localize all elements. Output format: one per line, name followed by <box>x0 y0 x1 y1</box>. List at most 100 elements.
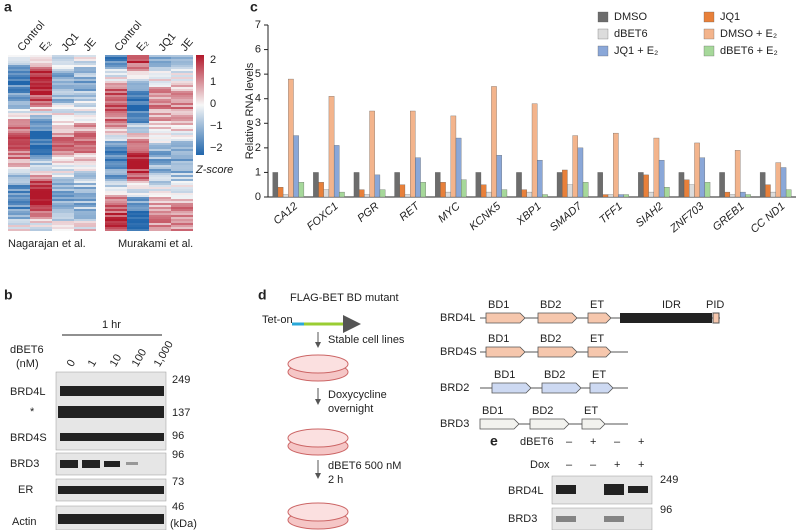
heatmap-cell <box>52 205 74 207</box>
colorbar-label: Z-score <box>195 164 233 176</box>
heatmap-cell <box>74 223 96 225</box>
heatmap-cell <box>127 71 149 73</box>
heatmap-cell <box>171 167 193 169</box>
heatmap-cell <box>105 213 127 215</box>
heatmap-cell <box>52 55 74 57</box>
heatmap-cell <box>74 67 96 69</box>
heatmap-cell <box>52 211 74 213</box>
heatmap-cell <box>149 127 171 129</box>
pid <box>712 312 720 324</box>
heatmap-cell <box>30 209 52 211</box>
heatmap-cell <box>30 117 52 119</box>
heatmap-cell <box>149 109 171 111</box>
heatmap-cell <box>149 189 171 191</box>
heatmap-cell <box>149 117 171 119</box>
heatmap-cell <box>127 175 149 177</box>
heatmap-cell <box>30 133 52 135</box>
x-tick-label: ZNF703 <box>667 200 707 236</box>
heatmap-cell <box>149 93 171 95</box>
heatmap-cell <box>127 199 149 201</box>
marker-label: 137 <box>172 407 190 419</box>
heatmap-cell <box>171 201 193 203</box>
heatmap-cell <box>30 63 52 65</box>
column-label: E₂ <box>134 37 151 54</box>
heatmap-cell <box>30 143 52 145</box>
heatmap-cell <box>149 105 171 107</box>
heatmap-cell <box>30 55 52 57</box>
lane-label: 1,000 <box>152 339 176 369</box>
heatmap-cell <box>149 79 171 81</box>
bar <box>323 189 330 198</box>
heatmap-cell <box>30 113 52 115</box>
heatmap-cell <box>149 171 171 173</box>
heatmap-cell <box>171 93 193 95</box>
heatmap-cell <box>8 157 30 159</box>
heatmap-cell <box>52 135 74 137</box>
protein-label: BRD4L <box>10 386 45 398</box>
heatmap-cell <box>52 143 74 145</box>
heatmap-cell <box>8 165 30 167</box>
heatmap-cell <box>171 69 193 71</box>
heatmap-cell <box>52 109 74 111</box>
heatmap-cell <box>105 77 127 79</box>
heatmap-cell <box>74 225 96 227</box>
heatmap-cell <box>52 191 74 193</box>
heatmap-cell <box>127 161 149 163</box>
heatmap-cell <box>30 199 52 201</box>
heatmap-cell <box>52 107 74 109</box>
bar <box>298 182 305 198</box>
heatmap-cell <box>149 213 171 215</box>
heatmap-cell <box>149 91 171 93</box>
heatmap-cell <box>52 179 74 181</box>
heatmap-cell <box>30 59 52 61</box>
heatmap-cell <box>52 117 74 119</box>
heatmap-cell <box>149 133 171 135</box>
heatmap-cell <box>52 119 74 121</box>
heatmap-cell <box>127 141 149 143</box>
heatmap-cell <box>52 175 74 177</box>
bar <box>526 191 533 198</box>
heatmap-cell <box>127 205 149 207</box>
heatmap-cell <box>8 83 30 85</box>
heatmap-cell <box>74 187 96 189</box>
heatmap-cell <box>8 169 30 171</box>
heatmap-cell <box>30 91 52 93</box>
heatmap-cell <box>149 193 171 195</box>
heatmap-cell <box>74 213 96 215</box>
heatmap-cell <box>171 213 193 215</box>
heatmap-cell <box>127 63 149 65</box>
heatmap-cell <box>74 113 96 115</box>
legend-label: DMSO <box>614 11 647 23</box>
heatmap-cell <box>127 165 149 167</box>
heatmap-cell <box>127 193 149 195</box>
bar <box>516 172 522 198</box>
heatmap-cell <box>74 157 96 159</box>
domain-label: BD1 <box>482 405 503 417</box>
heatmap-cell <box>127 83 149 85</box>
heatmap-cell <box>171 99 193 101</box>
heatmap-cell <box>74 91 96 93</box>
bar <box>638 172 644 198</box>
heatmap-cell <box>171 185 193 187</box>
x-tick-label: CA12 <box>271 200 300 227</box>
colorbar-tick: 2 <box>210 54 216 66</box>
heatmap-cell <box>171 159 193 161</box>
heatmap-cell <box>30 153 52 155</box>
heatmap-cell <box>8 205 30 207</box>
heatmap-cell <box>74 169 96 171</box>
heatmap-cell <box>105 69 127 71</box>
heatmap-cell <box>149 207 171 209</box>
bar <box>729 194 736 198</box>
bar <box>542 194 548 198</box>
heatmap-cell <box>149 229 171 231</box>
heatmap-cell <box>52 141 74 143</box>
heatmap-cell <box>52 199 74 201</box>
heatmap-cell <box>52 97 74 99</box>
heatmap-cell <box>74 73 96 75</box>
heatmap-cell <box>8 213 30 215</box>
heatmap-cell <box>105 229 127 231</box>
heatmap-cell <box>30 111 52 113</box>
heatmap-cell <box>105 223 127 225</box>
heatmap-cell <box>74 163 96 165</box>
heatmap-cell <box>127 75 149 77</box>
